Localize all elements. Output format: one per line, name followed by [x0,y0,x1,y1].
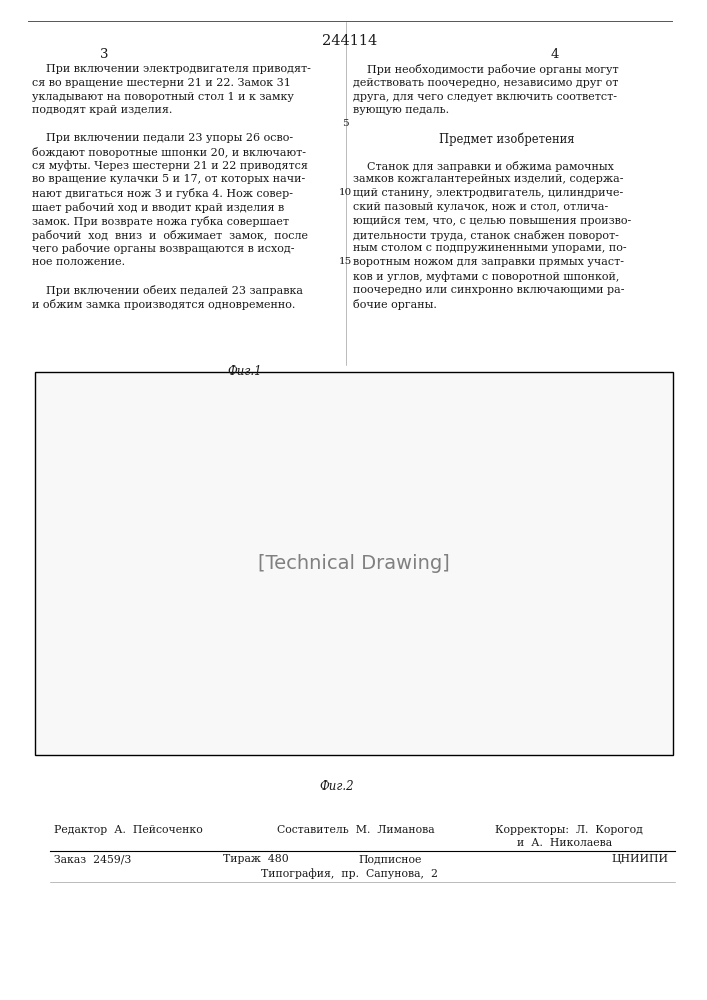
Text: рабочий  ход  вниз  и  обжимает  замок,  после: рабочий ход вниз и обжимает замок, после [32,230,308,241]
Text: Составитель  М.  Лиманова: Составитель М. Лиманова [277,825,435,835]
Text: Тираж  480: Тираж 480 [223,854,288,864]
Text: 3: 3 [100,48,108,61]
Text: нают двигаться нож 3 и губка 4. Нож совер-: нают двигаться нож 3 и губка 4. Нож сове… [32,188,293,199]
Text: Корректоры:  Л.  Корогод: Корректоры: Л. Корогод [495,825,643,835]
Text: При включении обеих педалей 23 заправка: При включении обеих педалей 23 заправка [32,285,303,296]
Text: подводят край изделия.: подводят край изделия. [32,105,172,115]
Text: дительности труда, станок снабжен поворот-: дительности труда, станок снабжен поворо… [354,230,619,241]
Text: и  А.  Николаева: и А. Николаева [517,838,612,848]
Text: ков и углов, муфтами с поворотной шпонкой,: ков и углов, муфтами с поворотной шпонко… [354,271,620,282]
Text: Редактор  А.  Пейсоченко: Редактор А. Пейсоченко [54,825,203,835]
Text: чего рабочие органы возвращаются в исход-: чего рабочие органы возвращаются в исход… [32,243,294,254]
Text: 5: 5 [342,119,349,128]
Text: друга, для чего следует включить соответст-: друга, для чего следует включить соответ… [354,92,617,102]
Text: ский пазовый кулачок, нож и стол, отлича-: ский пазовый кулачок, нож и стол, отлича… [354,202,609,212]
Text: 10: 10 [339,188,352,197]
Text: При включении электродвигателя приводят-: При включении электродвигателя приводят- [32,64,310,74]
Text: действовать поочередно, независимо друг от: действовать поочередно, независимо друг … [354,78,619,88]
Text: воротным ножом для заправки прямых участ-: воротным ножом для заправки прямых участ… [354,257,624,267]
Text: Фиг.1: Фиг.1 [228,365,262,378]
Text: замков кожгалантерейных изделий, содержа-: замков кожгалантерейных изделий, содержа… [354,174,624,184]
Text: укладывают на поворотный стол 1 и к замку: укладывают на поворотный стол 1 и к замк… [32,92,293,102]
Text: бождают поворотные шпонки 20, и включают-: бождают поворотные шпонки 20, и включают… [32,147,305,158]
Text: и обжим замка производятся одновременно.: и обжим замка производятся одновременно. [32,299,295,310]
Text: ным столом с подпружиненными упорами, по-: ным столом с подпружиненными упорами, по… [354,243,627,253]
Text: Типография,  пр.  Сапунова,  2: Типография, пр. Сапунова, 2 [261,868,438,879]
Text: 244114: 244114 [322,34,377,48]
Text: вующую педаль.: вующую педаль. [354,105,450,115]
Text: ся во вращение шестерни 21 и 22. Замок 31: ся во вращение шестерни 21 и 22. Замок 3… [32,78,291,88]
Text: во вращение кулачки 5 и 17, от которых начи-: во вращение кулачки 5 и 17, от которых н… [32,174,305,184]
Text: Фиг.2: Фиг.2 [320,780,354,793]
Text: 4: 4 [550,48,559,61]
Text: бочие органы.: бочие органы. [354,299,438,310]
Text: ное положение.: ное положение. [32,257,125,267]
Text: щий станину, электродвигатель, цилиндриче-: щий станину, электродвигатель, цилиндрич… [354,188,624,198]
Text: Станок для заправки и обжима рамочных: Станок для заправки и обжима рамочных [354,161,614,172]
Text: шает рабочий ход и вводит край изделия в: шает рабочий ход и вводит край изделия в [32,202,284,213]
Text: Предмет изобретения: Предмет изобретения [439,133,575,146]
Text: замок. При возврате ножа губка совершает: замок. При возврате ножа губка совершает [32,216,288,227]
Text: ющийся тем, что, с целью повышения произво-: ющийся тем, что, с целью повышения произ… [354,216,632,226]
Bar [35,372,673,755]
Text: поочередно или синхронно включающими ра-: поочередно или синхронно включающими ра- [354,285,625,295]
Text: ЦНИИПИ: ЦНИИПИ [612,854,668,864]
Text: При необходимости рабочие органы могут: При необходимости рабочие органы могут [354,64,619,75]
Text: ся муфты. Через шестерни 21 и 22 приводятся: ся муфты. Через шестерни 21 и 22 приводя… [32,161,308,171]
Text: 15: 15 [339,257,352,266]
Text: Подписное: Подписное [358,854,422,864]
Text: Заказ  2459/3: Заказ 2459/3 [54,854,132,864]
Text: При включении педали 23 упоры 26 осво-: При включении педали 23 упоры 26 осво- [32,133,293,143]
Text: [Technical Drawing]: [Technical Drawing] [258,554,450,573]
